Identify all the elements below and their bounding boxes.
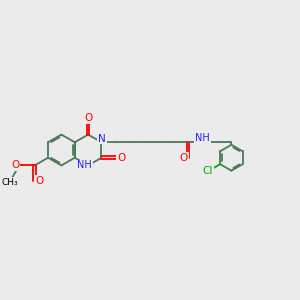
- Text: NH: NH: [195, 133, 210, 143]
- Text: N: N: [98, 134, 106, 144]
- Text: O: O: [11, 160, 19, 170]
- Text: Cl: Cl: [202, 166, 213, 176]
- Text: O: O: [35, 176, 43, 186]
- Text: CH₃: CH₃: [2, 178, 19, 187]
- Text: O: O: [84, 113, 92, 123]
- Text: O: O: [179, 153, 188, 163]
- Text: O: O: [117, 153, 125, 163]
- Text: NH: NH: [77, 160, 92, 170]
